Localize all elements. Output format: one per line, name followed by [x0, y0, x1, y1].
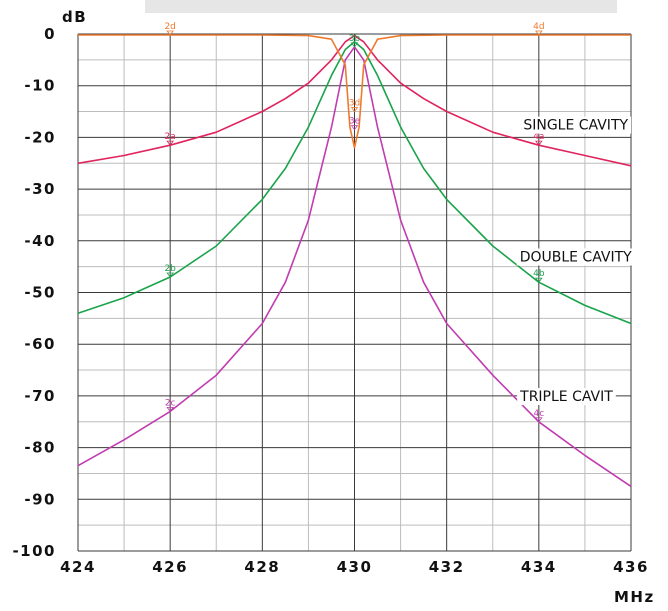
marker-label: 4a: [533, 132, 544, 142]
marker-point: [535, 417, 543, 423]
x-axis: 424 426 428 430 432 434 436: [60, 558, 649, 576]
series-annotation: TRIPLE CAVIT: [519, 389, 613, 405]
marker-point: [166, 30, 174, 36]
y-tick-label: -70: [24, 387, 56, 405]
marker-label: 4b: [533, 269, 545, 279]
x-tick-label: 426: [152, 558, 188, 576]
marker-label: 4d: [533, 22, 544, 32]
marker-label: 3b: [349, 34, 361, 44]
x-tick-label: 424: [60, 558, 96, 576]
x-tick-label: 432: [429, 558, 465, 576]
y-tick-label: -30: [24, 180, 56, 198]
marker-point: [166, 272, 174, 278]
marker-label: 2b: [164, 264, 176, 274]
marker-group: 2d 4d 2a 4a 2b 4b 2c 4c 3b 3d 3e: [164, 22, 545, 423]
y-tick-label: -20: [24, 128, 56, 146]
marker-label: 2d: [164, 22, 175, 32]
grid: [77, 33, 632, 552]
marker-point: [535, 30, 543, 36]
y-tick-label: -10: [24, 77, 56, 95]
series-annotation: DOUBLE CAVITY: [520, 249, 632, 265]
series-line-0: [77, 34, 632, 167]
y-tick-label: -90: [24, 490, 56, 508]
marker-label: 2a: [165, 132, 176, 142]
marker-point: [350, 125, 359, 131]
x-tick-label: 434: [521, 558, 557, 576]
marker-point: [350, 42, 359, 48]
x-tick-label: 428: [244, 558, 280, 576]
marker-point: [166, 140, 174, 146]
annotation-background: [517, 388, 616, 406]
marker-point: [535, 140, 543, 146]
annotation-background: [516, 248, 635, 266]
header-bar: [145, 0, 617, 13]
marker-point: [535, 277, 543, 283]
y-tick-label: -40: [24, 232, 56, 250]
y-tick-label: -50: [24, 284, 56, 302]
y-axis-label: dB: [62, 8, 87, 26]
x-axis-label: MHz: [614, 588, 655, 606]
series-line-3: [78, 34, 631, 149]
marker-label: 3e: [349, 117, 361, 127]
y-tick-label: -100: [12, 542, 56, 560]
marker-point: [166, 407, 174, 413]
x-tick-label: 430: [337, 558, 373, 576]
marker-point: [350, 107, 359, 113]
annotation-group: SINGLE CAVITY DOUBLE CAVITY TRIPLE CAVIT: [516, 116, 635, 406]
marker-label: 3d: [349, 99, 360, 109]
series-line-1: [77, 41, 632, 325]
y-tick-label: -80: [24, 439, 56, 457]
y-tick-label: 0: [44, 25, 56, 43]
marker-label: 4c: [533, 409, 544, 419]
x-tick-label: 436: [613, 558, 649, 576]
annotation-background: [520, 116, 632, 134]
series-annotation: SINGLE CAVITY: [523, 118, 628, 134]
y-tick-label: -60: [24, 335, 56, 353]
y-axis: 0 -10 -20 -30 -40 -50 -60 -70 -80 -90 -100: [12, 25, 56, 560]
marker-label: 2c: [165, 398, 176, 408]
